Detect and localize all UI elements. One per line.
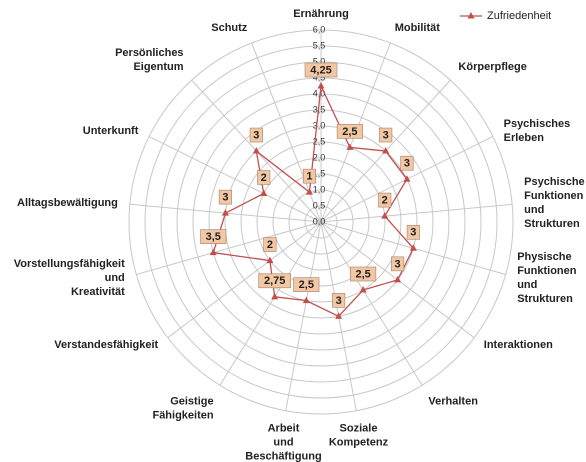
marker xyxy=(346,143,354,150)
category-label: Verhalten xyxy=(428,395,478,407)
marker xyxy=(260,189,268,196)
y-tick-label: 2,0 xyxy=(313,152,326,162)
category-label: Verstandesfähigkeit xyxy=(54,339,158,351)
data-label-box xyxy=(302,168,316,184)
marker xyxy=(302,296,310,304)
data-label: 3 xyxy=(410,227,416,239)
marker xyxy=(271,292,279,300)
data-label: 3 xyxy=(395,258,401,270)
data-label-box xyxy=(257,170,271,185)
legend-marker xyxy=(467,12,475,19)
category-label: Psychisches Erleben xyxy=(504,118,571,144)
category-label: Alltagsbewältigung xyxy=(17,197,118,209)
data-label: 3 xyxy=(383,129,389,141)
data-label-box xyxy=(406,224,420,240)
data-label-box xyxy=(249,127,263,143)
data-label: 2 xyxy=(382,195,388,207)
category-label: Physische Funktionen und Strukturen xyxy=(517,251,577,305)
category-label: Soziale Kompetenz xyxy=(329,422,389,448)
series-line xyxy=(212,83,415,318)
category-label: Unterkunft xyxy=(83,125,139,137)
marker xyxy=(221,209,229,216)
data-label: 3 xyxy=(404,158,410,170)
marker xyxy=(394,275,402,283)
data-label-box xyxy=(400,155,414,171)
data-label: 2,5 xyxy=(299,279,314,291)
legend-label: Zufriedenheit xyxy=(487,10,551,22)
data-label: 3 xyxy=(253,129,259,141)
category-label: Mobilität xyxy=(395,22,441,34)
spoke xyxy=(167,221,322,339)
marker xyxy=(305,188,313,195)
spoke xyxy=(219,221,322,386)
data-label: 3 xyxy=(222,192,228,204)
marker xyxy=(209,248,217,256)
data-label-box xyxy=(200,229,227,244)
data-label: 2,5 xyxy=(355,268,370,280)
marker xyxy=(266,256,274,264)
data-label-box xyxy=(391,256,405,272)
y-tick-label: 2,5 xyxy=(313,136,326,146)
y-tick-label: 0,0 xyxy=(313,216,326,226)
y-tick-label: 4,0 xyxy=(313,88,326,98)
data-label-box xyxy=(379,127,393,143)
data-label-box xyxy=(378,192,392,208)
category-label: Körperpflege xyxy=(458,61,526,73)
marker xyxy=(317,82,325,89)
spoke xyxy=(136,221,322,276)
data-label: 2,5 xyxy=(342,126,357,138)
marker xyxy=(409,244,417,251)
data-label-box xyxy=(336,124,363,139)
data-label-box xyxy=(263,237,277,252)
category-label: Persönliches Eigentum xyxy=(115,47,184,73)
data-label: 2 xyxy=(267,239,273,251)
y-tick-label: 5,0 xyxy=(313,56,326,66)
data-label-box xyxy=(350,266,377,282)
spoke xyxy=(320,221,423,386)
category-label: Psychische Funktionen und Strukturen xyxy=(524,176,585,230)
data-label-box xyxy=(332,293,346,308)
category-label: Schutz xyxy=(211,22,248,34)
category-label: Geistige Fähigkeiten xyxy=(152,395,213,421)
data-label-box xyxy=(293,277,320,292)
data-label: 3 xyxy=(336,295,342,307)
data-label: 3,5 xyxy=(206,231,221,243)
marker xyxy=(382,147,390,154)
marker xyxy=(381,212,389,219)
marker xyxy=(335,312,343,319)
y-tick-label: 1,5 xyxy=(313,168,326,178)
y-tick-label: 6,0 xyxy=(313,24,326,34)
y-tick-label: 4,5 xyxy=(313,72,326,82)
data-label-box xyxy=(218,189,232,205)
spoke xyxy=(320,203,513,223)
spoke xyxy=(148,135,322,223)
marker xyxy=(252,147,260,154)
spoke xyxy=(285,221,322,411)
marker xyxy=(359,286,367,293)
data-label-box xyxy=(304,62,338,78)
data-label: 4,25 xyxy=(310,64,331,76)
category-label: Vorstellungsfähigkeit und Kreativität xyxy=(14,258,125,298)
category-label: Arbeit und Beschäftigung xyxy=(245,422,321,462)
category-label: Interaktionen xyxy=(484,339,553,351)
y-tick-label: 3,0 xyxy=(313,120,326,130)
y-tick-label: 0,5 xyxy=(313,200,326,210)
data-label: 2 xyxy=(261,172,267,184)
marker xyxy=(403,175,411,182)
y-tick-label: 1,0 xyxy=(313,184,326,194)
y-tick-label: 5,5 xyxy=(313,40,326,50)
category-label: Ernährung xyxy=(293,8,349,20)
data-label-box xyxy=(258,273,291,289)
data-label: 2,75 xyxy=(264,275,285,287)
data-label: 1 xyxy=(306,171,312,183)
